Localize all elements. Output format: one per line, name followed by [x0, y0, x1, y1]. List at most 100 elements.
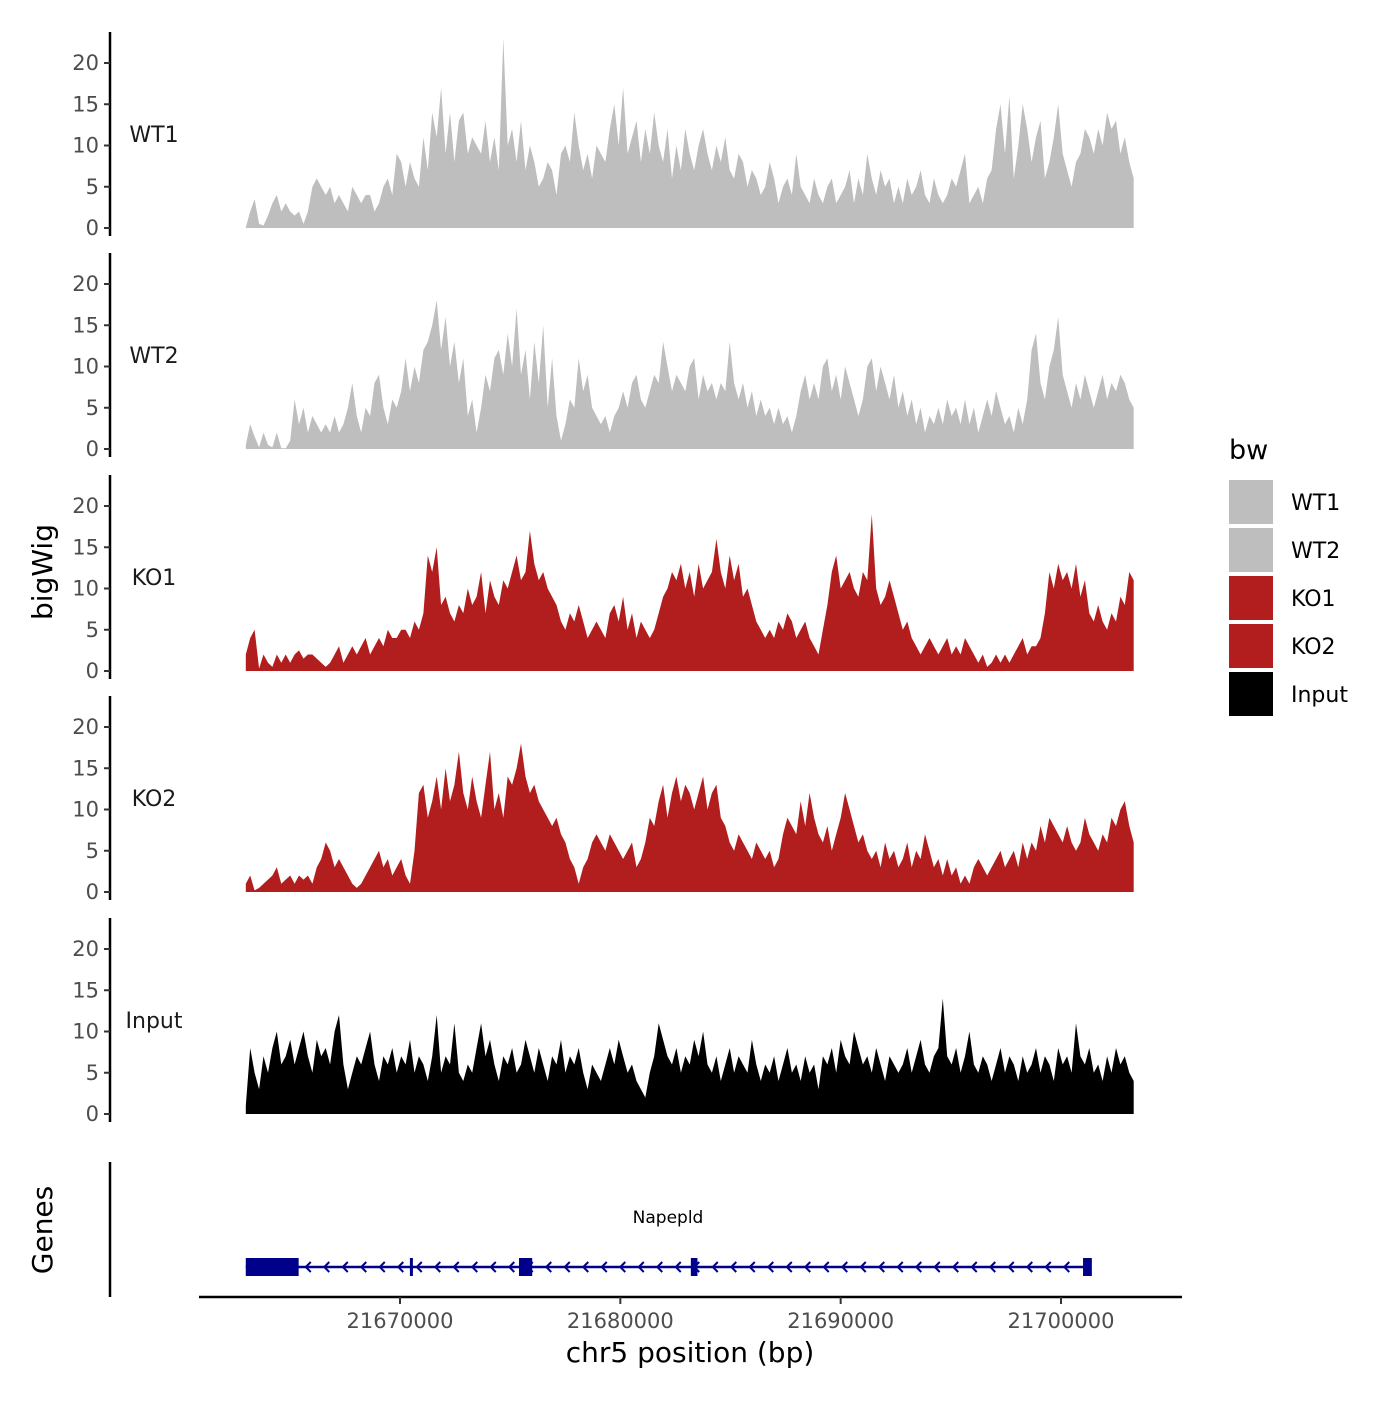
strand-arrow: [452, 1261, 460, 1273]
legend-swatch-KO1: [1229, 576, 1273, 620]
gene-track-title: Genes: [26, 1186, 59, 1274]
y-tick-label: 0: [86, 216, 99, 240]
y-tick-label: 15: [72, 756, 99, 780]
strand-arrow: [840, 1261, 848, 1273]
strand-arrow: [433, 1261, 441, 1273]
y-tick-label: 20: [72, 51, 99, 75]
y-tick-label: 5: [86, 1061, 99, 1085]
y-tick-label: 10: [72, 355, 99, 379]
strand-arrow: [1025, 1261, 1033, 1273]
y-tick-label: 20: [72, 715, 99, 739]
strand-arrow: [544, 1261, 552, 1273]
x-axis-title: chr5 position (bp): [566, 1336, 815, 1369]
coverage-area-Input: [245, 998, 1134, 1114]
y-tick-label: 5: [86, 839, 99, 863]
strand-arrow: [341, 1261, 349, 1273]
strand-arrow: [304, 1261, 312, 1273]
strand-arrow: [1007, 1261, 1015, 1273]
strand-arrow: [970, 1261, 978, 1273]
x-tick-label: 21690000: [787, 1309, 894, 1333]
legend-swatch-KO2: [1229, 624, 1273, 668]
y-tick-label: 5: [86, 175, 99, 199]
strand-arrow: [988, 1261, 996, 1273]
gene-exon: [1083, 1258, 1092, 1276]
coverage-area-KO1: [245, 514, 1134, 671]
y-tick-label: 0: [86, 437, 99, 461]
y-tick-label: 15: [72, 313, 99, 337]
strand-arrow: [322, 1261, 330, 1273]
strand-arrow: [1062, 1261, 1070, 1273]
strand-arrow: [507, 1261, 515, 1273]
y-tick-label: 5: [86, 396, 99, 420]
gene-exon: [409, 1258, 413, 1276]
gene-exon: [518, 1258, 533, 1276]
track-label-WT1: WT1: [129, 123, 178, 148]
strand-arrow: [877, 1261, 885, 1273]
track-label-KO2: KO2: [132, 787, 177, 812]
strand-arrow: [1044, 1261, 1052, 1273]
gene-exon: [245, 1258, 299, 1276]
strand-arrow: [729, 1261, 737, 1273]
gene-exon: [690, 1258, 698, 1276]
strand-arrow: [951, 1261, 959, 1273]
legend-label-KO2: KO2: [1291, 635, 1336, 660]
legend-swatch-WT1: [1229, 480, 1273, 524]
strand-arrow: [803, 1261, 811, 1273]
y-tick-label: 10: [72, 134, 99, 158]
track-label-KO1: KO1: [132, 566, 177, 591]
strand-arrow: [470, 1261, 478, 1273]
y-axis-title: bigWig: [26, 524, 59, 620]
legend-label-Input: Input: [1291, 683, 1348, 708]
y-tick-label: 10: [72, 1020, 99, 1044]
track-label-WT2: WT2: [129, 344, 178, 369]
strand-arrow: [563, 1261, 571, 1273]
y-tick-label: 0: [86, 659, 99, 683]
strand-arrow: [822, 1261, 830, 1273]
legend-label-WT2: WT2: [1291, 539, 1340, 564]
x-tick-label: 21700000: [1008, 1309, 1115, 1333]
strand-arrow: [785, 1261, 793, 1273]
y-tick-label: 10: [72, 798, 99, 822]
strand-arrow: [859, 1261, 867, 1273]
strand-arrow: [896, 1261, 904, 1273]
strand-arrow: [618, 1261, 626, 1273]
y-tick-label: 15: [72, 978, 99, 1002]
strand-arrow: [637, 1261, 645, 1273]
y-tick-label: 15: [72, 535, 99, 559]
gene-name-label: Napepld: [633, 1208, 704, 1228]
strand-arrow: [378, 1261, 386, 1273]
y-tick-label: 5: [86, 618, 99, 642]
y-tick-label: 20: [72, 494, 99, 518]
y-tick-label: 20: [72, 937, 99, 961]
strand-arrow: [396, 1261, 404, 1273]
legend-label-WT1: WT1: [1291, 491, 1340, 516]
strand-arrow: [581, 1261, 589, 1273]
y-tick-label: 0: [86, 880, 99, 904]
strand-arrow: [674, 1261, 682, 1273]
coverage-area-WT2: [245, 300, 1134, 449]
strand-arrow: [600, 1261, 608, 1273]
strand-arrow: [748, 1261, 756, 1273]
y-tick-label: 15: [72, 92, 99, 116]
strand-arrow: [711, 1261, 719, 1273]
strand-arrow: [415, 1261, 423, 1273]
strand-arrow: [933, 1261, 941, 1273]
coverage-area-WT1: [245, 38, 1134, 228]
legend-swatch-Input: [1229, 672, 1273, 716]
strand-arrow: [655, 1261, 663, 1273]
x-tick-label: 21670000: [347, 1309, 454, 1333]
legend-swatch-WT2: [1229, 528, 1273, 572]
y-tick-label: 10: [72, 577, 99, 601]
track-label-Input: Input: [126, 1009, 183, 1034]
coverage-area-KO2: [245, 743, 1134, 892]
y-tick-label: 20: [72, 272, 99, 296]
strand-arrow: [766, 1261, 774, 1273]
y-tick-label: 0: [86, 1102, 99, 1126]
legend-title: bw: [1229, 435, 1268, 466]
x-tick-label: 21680000: [567, 1309, 674, 1333]
strand-arrow: [914, 1261, 922, 1273]
strand-arrow: [359, 1261, 367, 1273]
strand-arrow: [489, 1261, 497, 1273]
